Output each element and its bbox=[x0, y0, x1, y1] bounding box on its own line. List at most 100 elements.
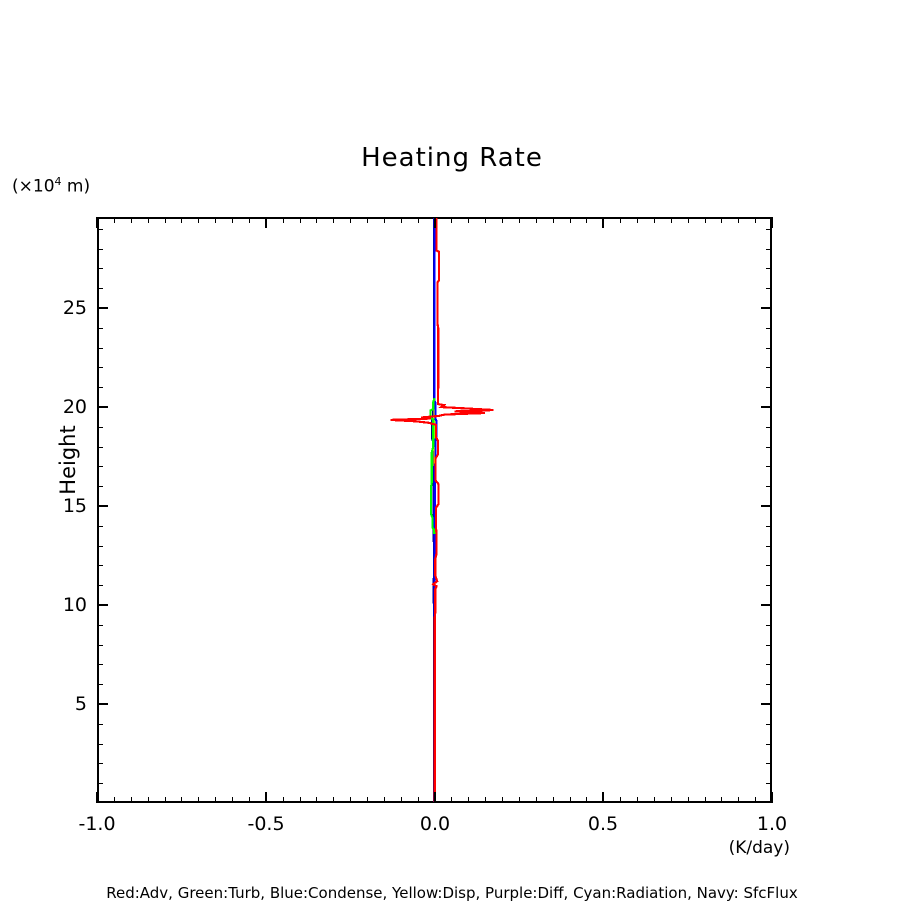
x-minor-tick-top bbox=[586, 217, 587, 223]
x-major-tick-top bbox=[434, 217, 436, 228]
x-minor-tick-top bbox=[350, 217, 351, 223]
x-minor-tick-top bbox=[232, 217, 233, 223]
y-minor-tick-right bbox=[766, 724, 772, 725]
y-minor-tick bbox=[97, 367, 103, 368]
x-minor-tick bbox=[283, 797, 284, 803]
x-minor-tick-top bbox=[536, 217, 537, 223]
x-major-tick-top bbox=[771, 217, 773, 228]
y-minor-tick-right bbox=[766, 427, 772, 428]
y-minor-tick bbox=[97, 783, 103, 784]
x-minor-tick-top bbox=[519, 217, 520, 223]
y-major-tick bbox=[97, 703, 108, 705]
y-minor-tick-right bbox=[766, 783, 772, 784]
y-minor-tick bbox=[97, 249, 103, 250]
y-minor-tick bbox=[97, 625, 103, 626]
y-minor-tick-right bbox=[766, 466, 772, 467]
y-minor-tick bbox=[97, 466, 103, 467]
y-minor-tick-right bbox=[766, 625, 772, 626]
x-major-tick-top bbox=[96, 217, 98, 228]
y-minor-tick-right bbox=[766, 684, 772, 685]
x-minor-tick bbox=[418, 797, 419, 803]
x-tick-label: -1.0 bbox=[78, 813, 116, 835]
x-minor-tick bbox=[114, 797, 115, 803]
x-tick-label: 1.0 bbox=[756, 813, 788, 835]
x-minor-tick-top bbox=[249, 217, 250, 223]
x-minor-tick-top bbox=[755, 217, 756, 223]
y-tick-label: 25 bbox=[62, 297, 87, 319]
series-color-legend: Red:Adv, Green:Turb, Blue:Condense, Yell… bbox=[106, 884, 798, 902]
y-minor-tick-right bbox=[766, 348, 772, 349]
x-minor-tick bbox=[502, 797, 503, 803]
y-minor-tick bbox=[97, 526, 103, 527]
x-major-tick bbox=[771, 792, 773, 803]
y-minor-tick bbox=[97, 486, 103, 487]
y-major-tick bbox=[97, 406, 108, 408]
x-minor-tick-top bbox=[570, 217, 571, 223]
y-major-tick-right bbox=[761, 406, 772, 408]
y-minor-tick-right bbox=[766, 288, 772, 289]
y-minor-tick bbox=[97, 585, 103, 586]
x-minor-tick bbox=[384, 797, 385, 803]
x-minor-tick-top bbox=[300, 217, 301, 223]
x-axis-unit-label: (K/day) bbox=[728, 838, 790, 858]
x-minor-tick bbox=[519, 797, 520, 803]
y-minor-tick bbox=[97, 328, 103, 329]
x-minor-tick bbox=[755, 797, 756, 803]
y-tick-label: 10 bbox=[62, 594, 87, 616]
y-major-tick-right bbox=[761, 703, 772, 705]
y-minor-tick bbox=[97, 229, 103, 230]
y-minor-tick-right bbox=[766, 664, 772, 665]
y-minor-tick bbox=[97, 447, 103, 448]
x-minor-tick bbox=[300, 797, 301, 803]
y-minor-tick-right bbox=[766, 229, 772, 230]
x-minor-tick-top bbox=[485, 217, 486, 223]
y-minor-tick-right bbox=[766, 744, 772, 745]
chart-title: Heating Rate bbox=[361, 143, 543, 173]
y-minor-tick-right bbox=[766, 585, 772, 586]
x-minor-tick bbox=[586, 797, 587, 803]
y-tick-label: 20 bbox=[62, 396, 87, 418]
x-major-tick-top bbox=[602, 217, 604, 228]
x-major-tick-top bbox=[265, 217, 267, 228]
x-minor-tick-top bbox=[148, 217, 149, 223]
x-minor-tick-top bbox=[333, 217, 334, 223]
x-minor-tick bbox=[232, 797, 233, 803]
x-minor-tick bbox=[215, 797, 216, 803]
x-minor-tick-top bbox=[502, 217, 503, 223]
y-minor-tick bbox=[97, 348, 103, 349]
y-major-tick bbox=[97, 604, 108, 606]
x-minor-tick bbox=[688, 797, 689, 803]
x-minor-tick-top bbox=[283, 217, 284, 223]
x-minor-tick-top bbox=[738, 217, 739, 223]
y-major-tick bbox=[97, 307, 108, 309]
y-minor-tick-right bbox=[766, 367, 772, 368]
y-minor-tick bbox=[97, 268, 103, 269]
x-minor-tick bbox=[570, 797, 571, 803]
y-minor-tick-right bbox=[766, 763, 772, 764]
x-minor-tick-top bbox=[316, 217, 317, 223]
x-major-tick bbox=[602, 792, 604, 803]
x-minor-tick-top bbox=[671, 217, 672, 223]
y-major-tick-right bbox=[761, 604, 772, 606]
y-unit-exponent: 4 bbox=[54, 175, 62, 188]
x-minor-tick-top bbox=[114, 217, 115, 223]
x-minor-tick-top bbox=[705, 217, 706, 223]
x-minor-tick bbox=[181, 797, 182, 803]
y-minor-tick bbox=[97, 724, 103, 725]
y-minor-tick-right bbox=[766, 645, 772, 646]
x-major-tick bbox=[434, 792, 436, 803]
y-minor-tick-right bbox=[766, 249, 772, 250]
x-tick-label: 0.5 bbox=[587, 813, 619, 835]
y-minor-tick-right bbox=[766, 486, 772, 487]
x-minor-tick bbox=[721, 797, 722, 803]
x-minor-tick bbox=[401, 797, 402, 803]
x-minor-tick bbox=[468, 797, 469, 803]
x-minor-tick-top bbox=[553, 217, 554, 223]
x-minor-tick-top bbox=[215, 217, 216, 223]
x-minor-tick bbox=[620, 797, 621, 803]
x-major-tick bbox=[265, 792, 267, 803]
y-minor-tick-right bbox=[766, 447, 772, 448]
x-minor-tick bbox=[671, 797, 672, 803]
x-minor-tick-top bbox=[165, 217, 166, 223]
y-minor-tick-right bbox=[766, 387, 772, 388]
